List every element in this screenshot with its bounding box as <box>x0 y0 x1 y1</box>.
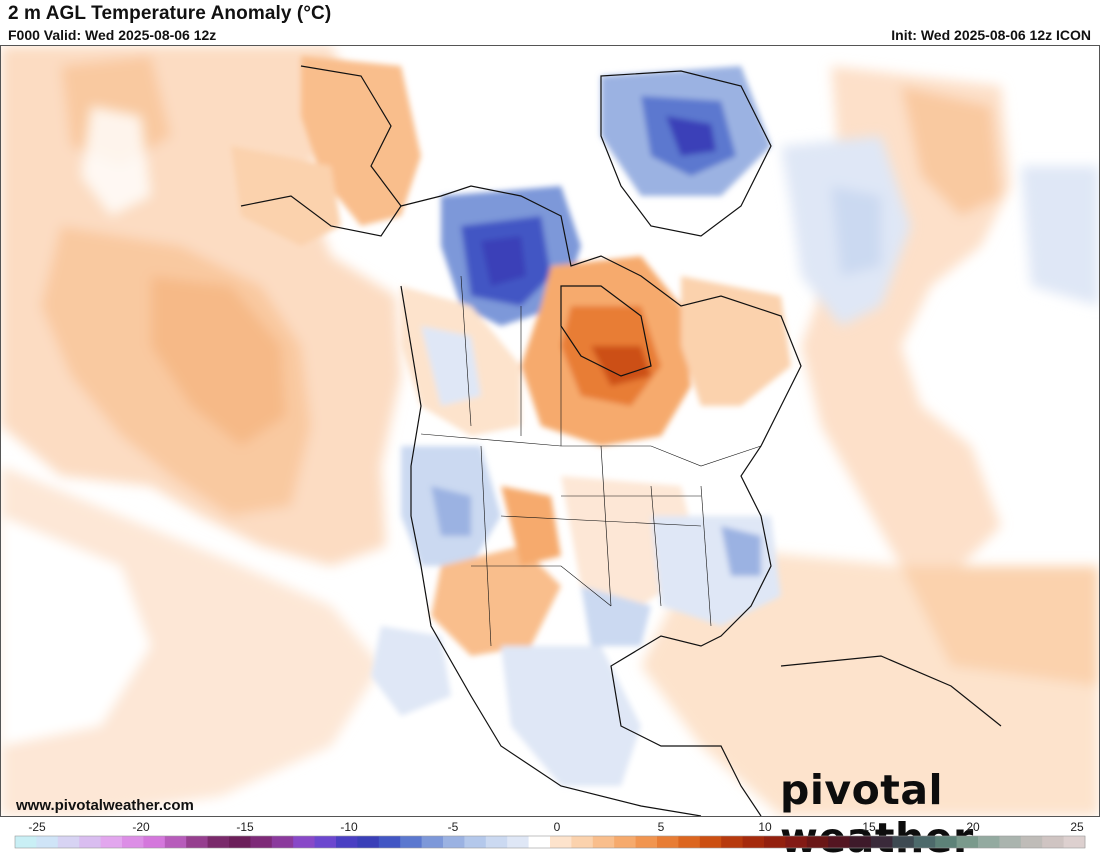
anomaly-map <box>0 45 1100 817</box>
colorbar-tick-label: 15 <box>862 820 876 834</box>
colorbar-swatch <box>507 836 529 848</box>
colorbar-swatch <box>57 836 80 848</box>
colorbar-tick-label: 5 <box>658 820 665 834</box>
colorbar-swatch <box>443 836 465 848</box>
colorbar-swatch <box>699 836 722 848</box>
colorbar-swatch <box>871 836 893 848</box>
colorbar-swatch <box>806 836 829 848</box>
colorbar-tick-label: 0 <box>554 820 561 834</box>
colorbar-swatch <box>742 836 765 848</box>
colorbar-swatch <box>314 836 337 848</box>
colorbar-tick-label: -15 <box>236 820 254 834</box>
colorbar-swatch <box>785 836 808 848</box>
colorbar-swatch <box>1042 836 1064 848</box>
colorbar-swatch <box>592 836 615 848</box>
colorbar-swatch <box>357 836 380 848</box>
colorbar-swatch <box>293 836 315 848</box>
colorbar-swatch <box>1063 836 1086 848</box>
colorbar-swatch <box>999 836 1022 848</box>
colorbar-swatch <box>956 836 979 848</box>
colorbar-swatch <box>978 836 1000 848</box>
colorbar-swatch <box>164 836 187 848</box>
colorbar-tick-label: -10 <box>340 820 358 834</box>
colorbar-swatch <box>15 836 37 848</box>
land-anomaly-shading <box>231 56 791 786</box>
colorbar-swatch <box>635 836 658 848</box>
colorbar-tick-label: 25 <box>1070 820 1084 834</box>
colorbar-swatch <box>271 836 294 848</box>
colorbar-tick-label: -5 <box>448 820 459 834</box>
colorbar-swatch <box>186 836 208 848</box>
colorbar-swatch <box>1020 836 1043 848</box>
colorbar-tick-label: -20 <box>132 820 150 834</box>
colorbar-swatch <box>935 836 957 848</box>
colorbar-tick-label: 10 <box>758 820 772 834</box>
colorbar-swatch <box>657 836 679 848</box>
colorbar-swatch <box>678 836 701 848</box>
colorbar-swatch <box>764 836 786 848</box>
map-title: 2 m AGL Temperature Anomaly (°C) <box>8 3 332 24</box>
colorbar-swatch <box>207 836 230 848</box>
colorbar-swatch <box>828 836 850 848</box>
colorbar-swatch <box>250 836 273 848</box>
colorbar-border <box>14 835 1086 849</box>
colorbar-swatch <box>100 836 123 848</box>
colorbar-swatch <box>849 836 872 848</box>
colorbar-swatch <box>913 836 936 848</box>
pacific-neutral-area <box>1 106 151 746</box>
colorbar-swatch <box>336 836 358 848</box>
colorbar-swatch <box>421 836 444 848</box>
colorbar-tick-label: 20 <box>966 820 980 834</box>
colorbar-swatch <box>550 836 572 848</box>
atlantic-cool-anomaly <box>781 136 1099 326</box>
colorbar-swatch <box>400 836 422 848</box>
colorbar-swatch <box>528 836 551 848</box>
colorbar-swatch <box>229 836 251 848</box>
colorbar-swatch <box>378 836 401 848</box>
colorbar-tick-label: -25 <box>28 820 46 834</box>
colorbar-swatch <box>892 836 915 848</box>
website-url[interactable]: www.pivotalweather.com <box>16 797 194 814</box>
colorbar-swatch <box>122 836 144 848</box>
colorbar-swatch <box>721 836 743 848</box>
political-borders <box>420 275 762 647</box>
colorbar-swatch <box>79 836 101 848</box>
colorbar-swatch <box>36 836 59 848</box>
colorbar-swatch <box>614 836 636 848</box>
colorbar-swatch <box>143 836 166 848</box>
colorbar-swatch <box>571 836 594 848</box>
init-time: Init: Wed 2025-08-06 12z ICON <box>891 27 1091 43</box>
valid-time: F000 Valid: Wed 2025-08-06 12z <box>8 27 217 43</box>
colorbar-swatch <box>464 836 487 848</box>
colorbar-swatch <box>485 836 508 848</box>
colorbar-legend: -25 -20 -15 -10 -5 0 5 10 15 20 25 <box>14 820 1086 849</box>
